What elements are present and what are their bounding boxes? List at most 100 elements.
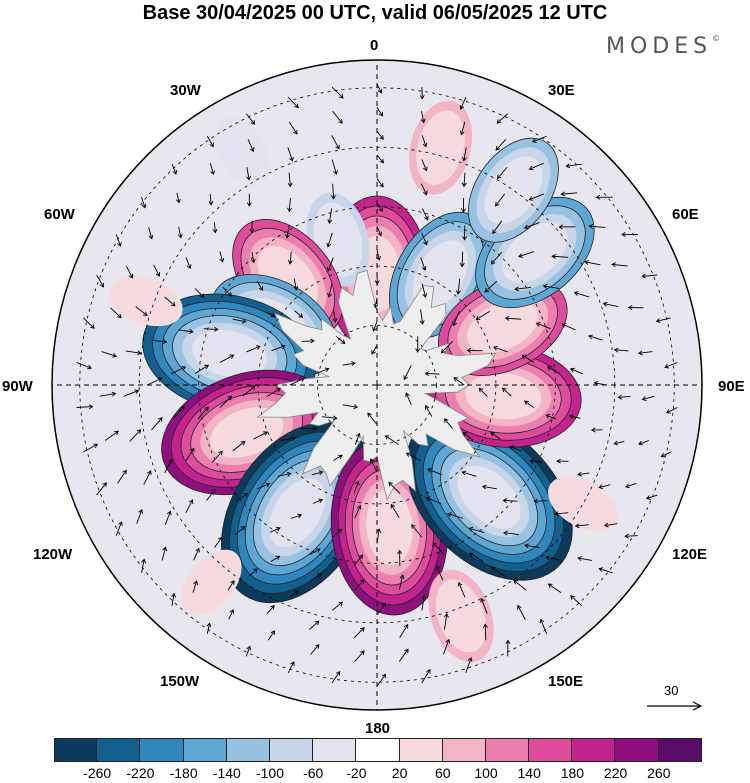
wind-arrow [369,458,378,473]
wind-arrow [505,639,511,657]
wind-arrow [617,394,631,400]
wind-arrow [493,345,508,353]
wind-arrow [518,251,535,258]
wind-arrow [461,147,467,162]
wind-arrow [376,154,384,164]
colorbar-tick-label: 260 [647,765,671,781]
wind-arrow [602,301,619,308]
lon-label-0: 0 [370,37,379,54]
wind-arrow [246,167,251,181]
wind-arrow [314,367,330,375]
wind-arrow [309,548,321,555]
lon-label-180: 180 [365,720,391,737]
wind-arrow [481,484,497,490]
anomaly-contour [210,407,284,458]
wind-arrow [625,482,637,489]
wind-arrow [376,528,382,544]
wind-arrow [398,574,405,590]
wind-arrow [502,498,518,504]
wind-vectors [76,83,678,687]
wind-arrow [573,291,590,298]
wind-arrow [177,226,183,239]
wind-arrow [354,504,362,519]
brand-logo: MODES© [606,34,720,59]
wind-arrow [141,558,147,573]
brand-name: MODES [606,34,713,59]
wind-arrow [588,223,606,229]
colorbar-swatch [54,738,98,762]
wind-arrow [214,536,223,548]
wind-arrow [528,193,545,201]
anomaly-contour [466,300,539,353]
wind-arrow [143,470,152,485]
colorbar-swatch [529,738,573,762]
anomaly-contour [548,476,618,532]
wind-arrow [293,278,299,291]
wind-arrow [248,568,258,577]
wind-arrow [405,452,421,461]
colorbar-tick-label: -180 [169,765,198,781]
wind-arrow [301,426,318,431]
wind-arrow [420,257,427,271]
colorbar-swatch [226,738,270,762]
wind-arrow [376,226,382,237]
wind-arrow [462,431,474,441]
wind-arrow [533,498,548,504]
colorbar-swatch [356,738,400,762]
wind-arrow [584,260,601,266]
colorbar-swatch [97,738,141,762]
colorbar-tick-label: -220 [126,765,155,781]
wind-arrow [173,405,185,419]
colorbar-swatch [183,738,227,762]
wind-arrow [246,193,252,207]
wind-arrow [376,131,384,140]
wind-arrow [287,197,292,213]
wind-arrow [332,110,343,124]
wind-arrow [459,121,466,136]
anomaly-blob [214,116,270,187]
wind-arrow [524,543,540,549]
wind-arrow [115,521,123,536]
wind-arrow [164,458,173,474]
wind-arrow [568,414,581,420]
anomaly-blob [109,275,183,327]
wind-arrow [219,354,235,363]
wind-arrow [256,280,264,292]
wind-arrow [384,435,399,445]
wind-arrow [598,567,613,574]
latitude-circle [138,146,616,624]
wind-arrow [459,96,467,110]
colorbar-swatch [313,738,357,762]
vector-reference-arrow [647,701,703,711]
colorbar-swatch [442,738,486,762]
colorbar-tick-label: -20 [346,765,367,781]
wind-arrow [528,162,544,171]
wind-arrow [419,309,425,325]
wind-arrow [376,673,387,687]
wind-arrow [327,283,333,298]
wind-arrow [462,225,468,241]
wind-arrow [496,166,508,180]
anomaly-blob [467,137,559,243]
wind-arrow [570,595,583,607]
wind-arrow [529,458,543,464]
colorbar-tick-label: 100 [474,765,498,781]
wind-arrow [521,354,535,363]
colorbar-tick-label: -60 [303,765,324,781]
wind-arrow [310,644,320,655]
wind-arrow [331,159,338,175]
wind-arrow [466,348,483,353]
anomaly-contour [502,222,568,283]
wind-arrow [228,609,235,620]
wind-arrow [405,392,412,405]
wind-arrow [287,172,293,188]
wind-arrow [490,251,503,265]
colorbar-ticks: -260 -220 -180 -140 -100 -60 -20 20 60 100 140 180 2… [0,765,750,783]
wind-arrow [371,345,378,355]
wind-arrow [374,274,380,285]
wind-arrow [267,630,275,641]
lon-label-30w: 30W [170,82,201,99]
wind-arrow [397,549,403,566]
anomaly-blob [428,569,494,663]
wind-arrow [442,638,451,655]
